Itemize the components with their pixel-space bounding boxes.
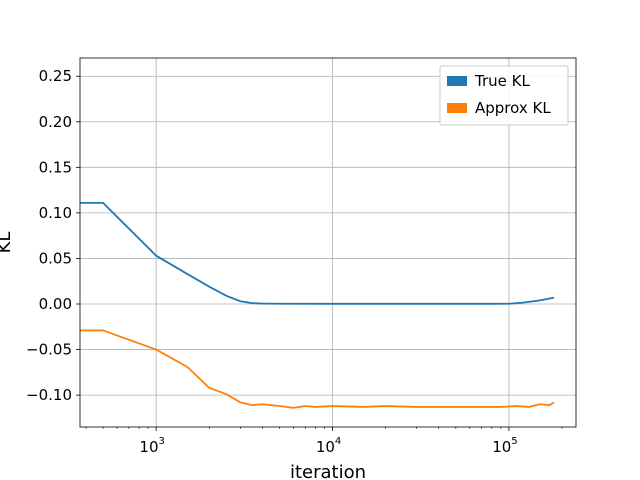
x-tick-label: 104: [316, 436, 341, 456]
legend-label: Approx KL: [475, 99, 551, 117]
y-axis-label: KL: [0, 232, 15, 254]
y-tick-label: 0.20: [39, 113, 72, 131]
legend-swatch: [447, 76, 467, 86]
series-layer: [80, 201, 555, 409]
x-tick-base: 10: [492, 438, 511, 456]
y-tick-label: 0.00: [39, 295, 72, 313]
legend-box: [439, 65, 569, 126]
x-tick-exponent: 4: [335, 436, 341, 447]
y-tick-label: 0.10: [39, 204, 72, 222]
y-tick-label: 0.15: [39, 158, 72, 176]
y-tick-label: 0.05: [39, 249, 72, 267]
x-tick-exponent: 3: [159, 436, 165, 447]
y-tick-label: 0.25: [39, 67, 72, 85]
x-tick-base: 10: [139, 438, 158, 456]
x-tick-base: 10: [316, 438, 335, 456]
x-axis-label: iteration: [290, 462, 366, 480]
legend-label: True KL: [474, 72, 530, 90]
series-line-true-kl: [80, 201, 555, 305]
y-tick-label: −0.10: [26, 386, 72, 404]
x-tick-label: 105: [492, 436, 517, 456]
legend: True KL Approx KL: [439, 65, 569, 126]
y-tick-label: −0.05: [26, 341, 72, 359]
x-tick-label: 103: [139, 436, 164, 456]
series-line-approx-kl: [80, 329, 555, 409]
x-tick-exponent: 5: [511, 436, 517, 447]
legend-swatch: [447, 103, 467, 113]
plot-frame: [79, 57, 577, 428]
